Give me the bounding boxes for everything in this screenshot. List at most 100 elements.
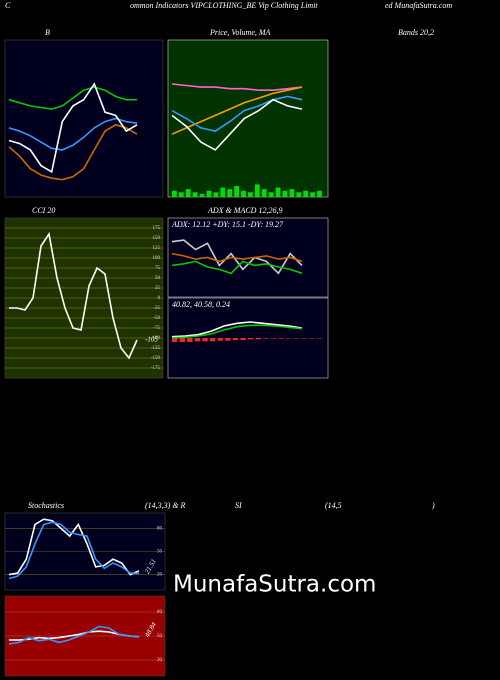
series-line	[171, 321, 303, 338]
bar	[178, 192, 184, 197]
bar	[261, 189, 267, 197]
bar	[185, 189, 191, 197]
bar	[217, 338, 223, 341]
bar	[227, 189, 233, 197]
series-line	[9, 231, 138, 360]
bar	[317, 190, 322, 197]
bar	[192, 192, 198, 197]
bar	[289, 189, 295, 197]
series-line	[8, 521, 140, 580]
y-tick-label: 100	[153, 256, 161, 261]
series-line	[8, 117, 138, 151]
panel	[4, 39, 164, 198]
bar	[310, 192, 316, 197]
series-line	[171, 83, 303, 91]
bar	[296, 192, 302, 197]
indicator-text: ADX: 12.12 +DY: 15.1 -DY: 19.27	[171, 220, 284, 229]
bands-label: Bands 20,2	[398, 28, 434, 37]
bar	[248, 192, 253, 197]
bar	[232, 338, 239, 340]
stoch-header: SI	[235, 501, 242, 510]
panel	[167, 39, 329, 198]
chart-title: ADX & MACD 12,26,9	[207, 206, 282, 215]
bar	[220, 187, 226, 197]
series-line	[171, 98, 303, 151]
stoch-header: )	[431, 501, 435, 510]
y-tick-label: 80	[157, 610, 163, 615]
y-tick-label: 20	[157, 658, 163, 663]
stoch-header: (14,3,3) & R	[145, 501, 186, 510]
y-tick-label: -25	[153, 306, 160, 311]
bar	[293, 338, 299, 339]
bar	[202, 338, 208, 342]
bar	[225, 338, 231, 341]
bar	[240, 338, 246, 340]
series-line	[8, 86, 137, 110]
header-title: ommon Indicators VIPCLOTHING_BE Vip Clot…	[130, 1, 318, 10]
bar	[172, 338, 178, 342]
header-c: C	[5, 1, 11, 10]
bar	[268, 192, 274, 197]
y-tick-label: -125	[151, 346, 161, 351]
y-tick-label: -150	[151, 356, 161, 361]
bar	[270, 338, 277, 339]
series-line	[171, 324, 303, 339]
stoch-header: Stochastics	[28, 501, 64, 510]
bar	[275, 187, 281, 197]
bar	[172, 190, 177, 197]
chart-title: Price, Volume, MA	[209, 28, 271, 37]
series-line	[171, 252, 303, 263]
y-tick-label: -75	[153, 326, 160, 331]
bar	[255, 338, 261, 340]
bar	[213, 192, 219, 197]
y-tick-label: 175	[153, 226, 161, 231]
header-site: ed MunafaSutra.com	[385, 1, 452, 10]
bar	[282, 190, 288, 197]
chart-title: CCI 20	[32, 206, 55, 215]
y-tick-label: -50	[153, 316, 160, 321]
bar	[301, 338, 307, 339]
bar	[179, 338, 185, 342]
series-line	[171, 86, 303, 135]
y-tick-label: 150	[153, 236, 161, 241]
y-tick-label: 50	[157, 634, 163, 639]
bar	[254, 184, 260, 197]
bar	[308, 338, 315, 339]
series-line	[8, 518, 140, 576]
bar	[206, 190, 212, 197]
y-tick-label: 20	[157, 573, 163, 578]
bar	[194, 338, 201, 342]
y-tick-label: -100	[151, 336, 161, 341]
series-line	[171, 239, 303, 275]
bar	[248, 338, 254, 340]
bar	[234, 186, 240, 197]
bar	[241, 190, 246, 197]
chart-title: B	[45, 28, 50, 37]
y-tick-label: 50	[157, 550, 163, 555]
series-line	[8, 82, 138, 174]
bar	[278, 338, 284, 339]
bar	[187, 338, 193, 342]
y-tick-label: 75	[155, 266, 161, 271]
bar	[210, 338, 216, 342]
bar	[263, 338, 269, 339]
y-tick-label: 80	[157, 527, 163, 532]
stoch-header: (14,5	[325, 501, 342, 510]
series-line	[8, 625, 140, 645]
series-line	[171, 260, 303, 275]
bar	[199, 193, 205, 197]
indicator-text: 40.82, 40.58, 0.24	[172, 300, 230, 309]
series-line	[8, 123, 138, 181]
y-tick-label: 125	[153, 246, 161, 251]
value-label: -105	[145, 336, 158, 344]
bar	[303, 190, 309, 197]
y-tick-label: 0	[158, 296, 161, 301]
bar	[316, 338, 322, 339]
y-tick-label: 25	[155, 286, 161, 291]
panel	[167, 217, 329, 298]
watermark: MunafaSutra.com	[173, 572, 376, 598]
bar	[286, 338, 292, 339]
y-tick-label: 50	[155, 276, 161, 281]
y-tick-label: -175	[151, 366, 161, 371]
